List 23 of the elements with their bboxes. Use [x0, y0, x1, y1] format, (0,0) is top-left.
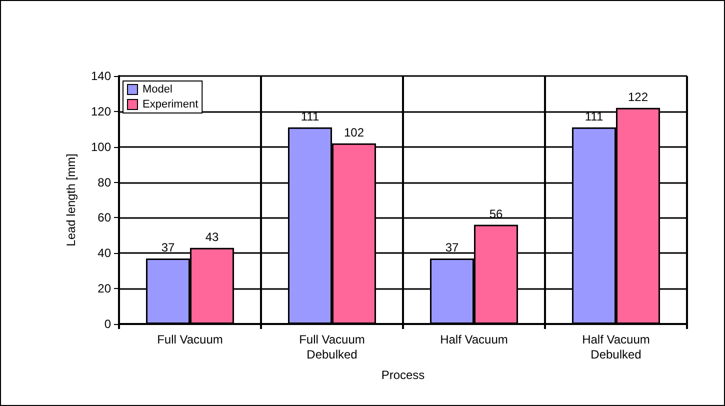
data-label: 111	[300, 109, 320, 124]
data-label: 102	[344, 125, 364, 140]
data-label: 43	[205, 230, 219, 244]
y-axis-title: Lead length [mm]	[64, 154, 78, 246]
legend-label: Experiment	[142, 98, 198, 110]
x-tick-label: Full Vacuum	[157, 332, 223, 346]
y-tick-label: 40	[98, 246, 112, 260]
y-tick-label: 0	[104, 317, 112, 331]
y-tick-label: 80	[98, 175, 112, 190]
y-tick-label: 140	[90, 69, 112, 83]
x-tick-label: Half Vacuum Debulked	[582, 332, 650, 362]
y-tick-label: 60	[98, 210, 112, 225]
data-label: 37	[445, 240, 459, 254]
data-label: 37	[161, 240, 175, 254]
x-tick-label: Half Vacuum	[440, 332, 508, 346]
y-tick-label: 120	[90, 104, 112, 118]
data-label: 122	[628, 90, 648, 104]
x-tick-label: Full Vacuum Debulked	[299, 332, 365, 362]
y-tick-label: 100	[90, 140, 112, 154]
data-label: 111	[584, 109, 604, 124]
y-tick-label: 20	[98, 282, 112, 296]
x-axis-title: Process	[381, 368, 425, 382]
legend-label: Model	[142, 84, 172, 96]
